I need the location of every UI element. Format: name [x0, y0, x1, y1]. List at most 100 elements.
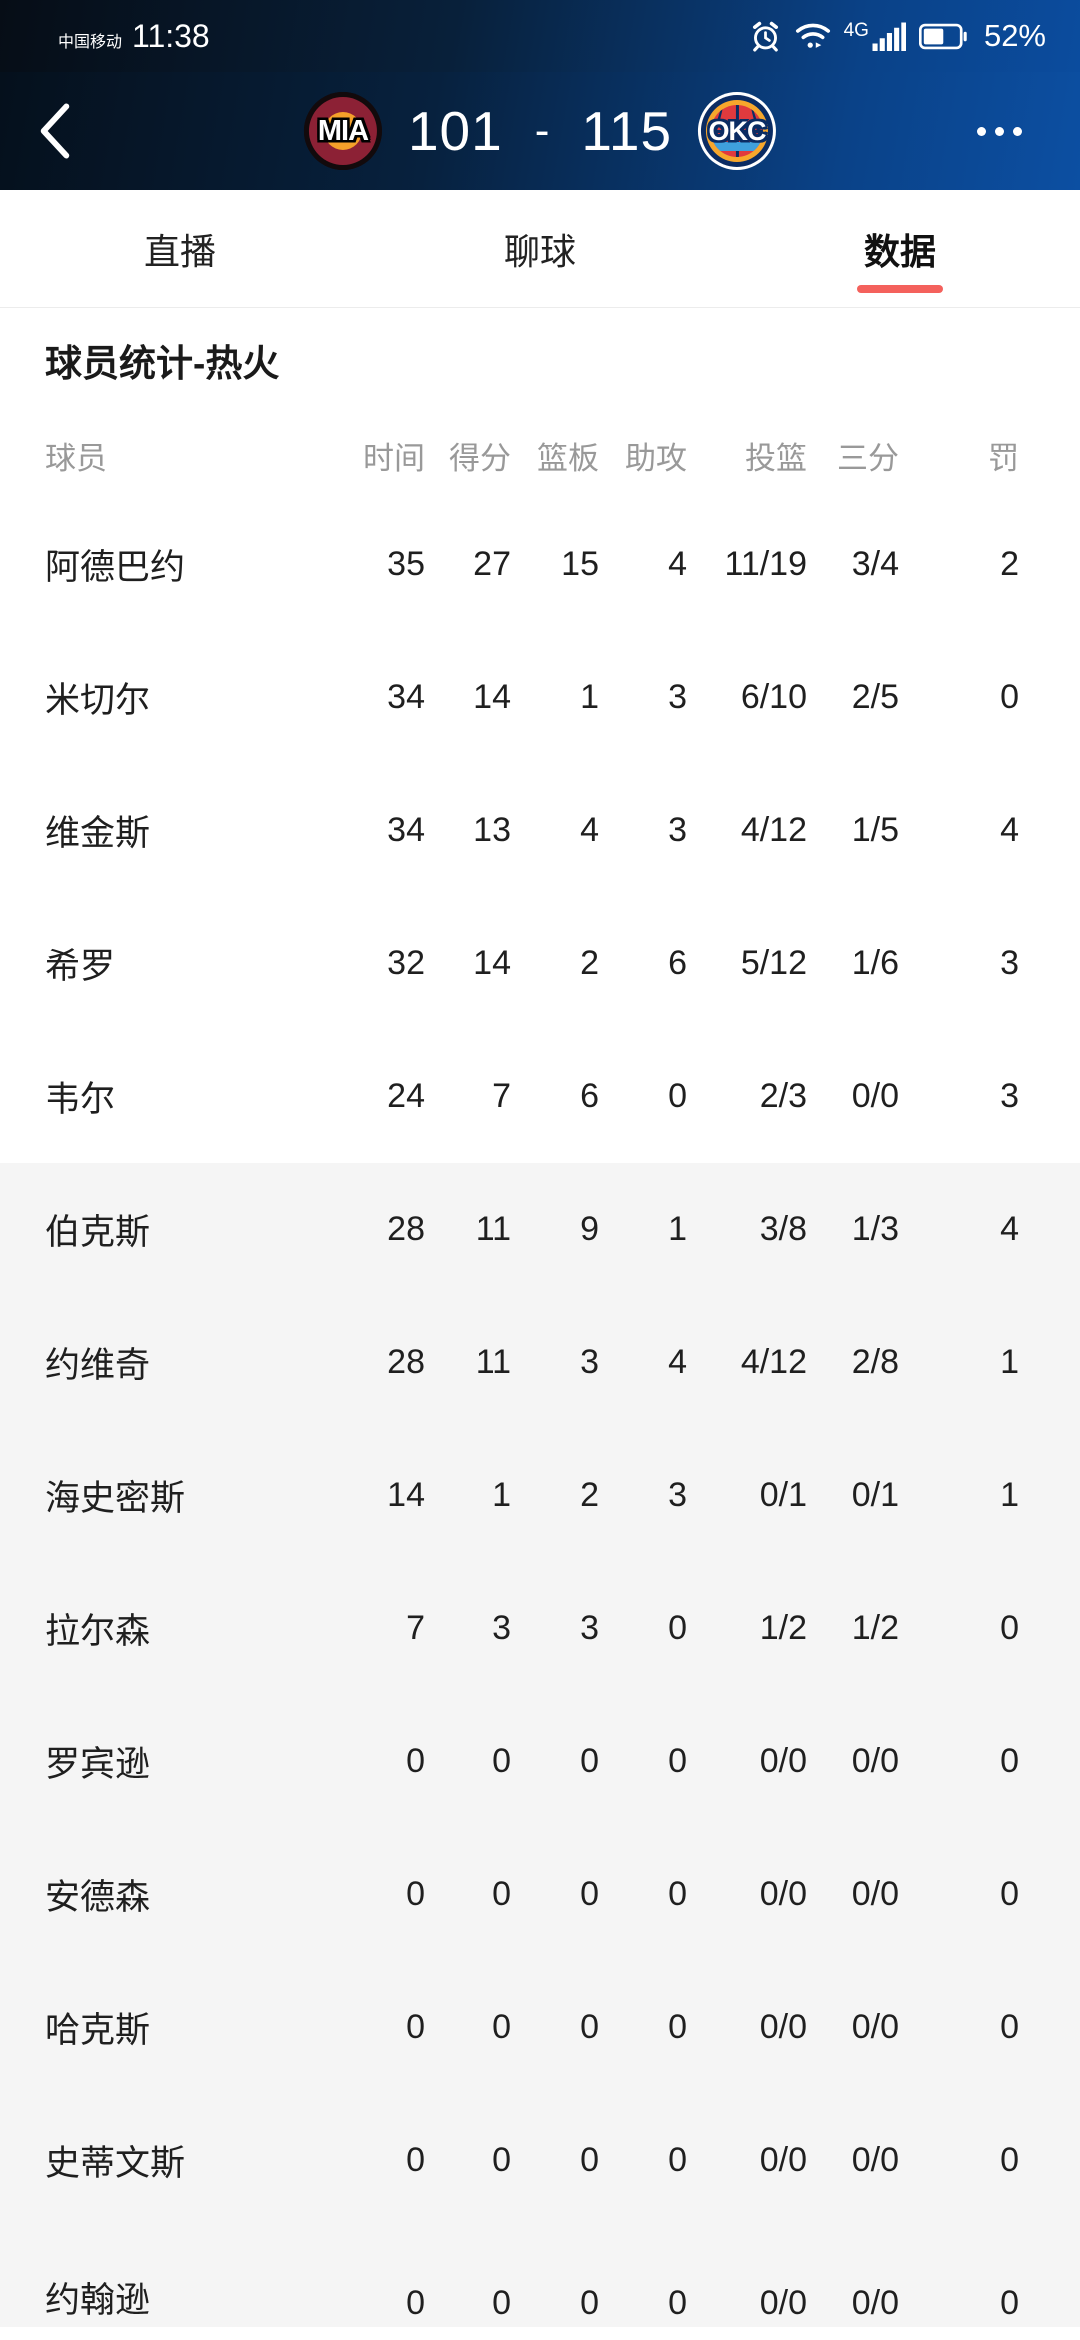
player-points: 0: [492, 2141, 511, 2179]
player-points: 13: [473, 811, 511, 849]
more-options-button[interactable]: [944, 72, 1054, 190]
player-threepointers: 1/3: [851, 1210, 899, 1248]
player-assists: 0: [668, 2008, 687, 2046]
player-assists: 3: [668, 811, 687, 849]
table-row[interactable]: 安德森 0 0 0 0 0/0 0/0 0: [0, 1828, 1080, 1961]
player-freethrows: 0: [1000, 2284, 1019, 2322]
column-header-points: 得分: [449, 440, 511, 476]
player-minutes: 34: [387, 811, 425, 849]
player-freethrows: 3: [1000, 1077, 1019, 1115]
player-threepointers: 1/5: [851, 811, 899, 849]
player-rebounds: 9: [580, 1210, 599, 1248]
alarm-icon: [752, 21, 778, 52]
table-row[interactable]: 阿德巴约 35 27 15 4 11/19 3/4 2: [0, 498, 1080, 631]
player-freethrows: 0: [1000, 2141, 1019, 2179]
column-header-rebounds: 篮板: [537, 440, 599, 476]
player-minutes: 35: [387, 545, 425, 583]
column-header-freethrows: 罚: [988, 440, 1019, 476]
player-rebounds: 0: [580, 2141, 599, 2179]
player-name: 哈克斯: [45, 2011, 151, 2050]
player-freethrows: 0: [1000, 678, 1019, 716]
player-threepointers: 0/0: [851, 1875, 899, 1913]
table-row[interactable]: 史蒂文斯 0 0 0 0 0/0 0/0 0: [0, 2094, 1080, 2227]
player-name: 米切尔: [45, 681, 151, 720]
player-minutes: 0: [406, 2284, 425, 2322]
player-assists: 1: [668, 1210, 687, 1248]
table-row[interactable]: 海史密斯 14 1 2 3 0/1 0/1 1: [0, 1429, 1080, 1562]
player-threepointers: 1/2: [851, 1609, 899, 1647]
player-fieldgoals: 0/0: [759, 2008, 807, 2046]
table-row[interactable]: 约翰逊 0 0 0 0 0/0 0/0 0: [0, 2227, 1080, 2327]
scoreboard: MIA 101 - 115 OKC: [303, 92, 777, 170]
status-bar: 中国移动 11:38 4G: [0, 0, 1080, 72]
chevron-left-icon: [40, 103, 70, 159]
more-horizontal-icon: [994, 126, 1004, 136]
table-row[interactable]: 韦尔 24 7 6 0 2/3 0/0 3: [0, 1030, 1080, 1163]
player-freethrows: 2: [1000, 545, 1019, 583]
player-fieldgoals: 4/12: [740, 1343, 807, 1381]
player-name: 阿德巴约: [45, 548, 186, 587]
okc-seam-horizontal: [711, 129, 764, 133]
away-team-logo[interactable]: OKC: [698, 92, 777, 170]
home-score: 101: [407, 100, 503, 162]
tab-chat[interactable]: 聊球: [360, 190, 720, 307]
section-title: 球员统计-热火: [0, 308, 1080, 412]
player-name: 拉尔森: [45, 1612, 151, 1651]
player-points: 0: [492, 1742, 511, 1780]
player-points: 14: [473, 944, 511, 982]
player-fieldgoals: 4/12: [740, 811, 807, 849]
home-team-logo[interactable]: MIA: [303, 92, 382, 170]
player-points: 0: [492, 1875, 511, 1913]
battery-percent-label: 52%: [983, 18, 1046, 53]
player-minutes: 14: [387, 1476, 425, 1514]
player-minutes: 24: [387, 1077, 425, 1115]
table-row[interactable]: 伯克斯 28 11 9 1 3/8 1/3 4: [0, 1163, 1080, 1296]
player-name: 韦尔: [45, 1080, 116, 1119]
column-header-fieldgoals: 投篮: [745, 440, 807, 476]
player-freethrows: 1: [1000, 1476, 1019, 1514]
player-assists: 0: [668, 2284, 687, 2322]
player-rebounds: 15: [561, 545, 599, 583]
table-row[interactable]: 米切尔 34 14 1 3 6/10 2/5 0: [0, 631, 1080, 764]
player-stats-table: 球员 时间 得分 篮板 助攻 投篮 三分 罚 阿德巴约 35 27 15 4 1…: [0, 412, 1080, 2327]
player-threepointers: 0/0: [851, 1742, 899, 1780]
table-row[interactable]: 维金斯 34 13 4 3 4/12 1/5 4: [0, 764, 1080, 897]
table-row[interactable]: 拉尔森 7 3 3 0 1/2 1/2 0: [0, 1562, 1080, 1695]
player-threepointers: 0/0: [851, 2008, 899, 2046]
status-bar-left: 中国移动 11:38: [58, 18, 210, 55]
more-horizontal-icon: [1012, 126, 1022, 136]
player-fieldgoals: 3/8: [759, 1210, 807, 1248]
player-rebounds: 2: [580, 944, 599, 982]
player-assists: 0: [668, 1609, 687, 1647]
okc-logo-basketball: [711, 105, 764, 157]
tab-stats-label: 数据: [863, 230, 936, 272]
player-rebounds: 3: [580, 1609, 599, 1647]
player-threepointers: 0/0: [851, 1077, 899, 1115]
player-freethrows: 1: [1000, 1343, 1019, 1381]
player-rebounds: 3: [580, 1343, 599, 1381]
player-rebounds: 0: [580, 1875, 599, 1913]
player-rebounds: 0: [580, 2008, 599, 2046]
table-row[interactable]: 约维奇 28 11 3 4 4/12 2/8 1: [0, 1296, 1080, 1429]
player-fieldgoals: 0/1: [759, 1476, 807, 1514]
player-points: 11: [475, 1210, 511, 1248]
player-name: 罗宾逊: [45, 1745, 151, 1784]
table-row[interactable]: 希罗 32 14 2 6 5/12 1/6 3: [0, 897, 1080, 1030]
status-bar-clock: 11:38: [132, 17, 210, 54]
player-minutes: 0: [406, 1875, 425, 1913]
player-points: 0: [492, 2284, 511, 2322]
wifi-icon: [795, 23, 830, 48]
player-rebounds: 4: [580, 811, 599, 849]
score-separator: -: [534, 106, 550, 155]
player-threepointers: 3/4: [851, 545, 899, 583]
player-freethrows: 0: [1000, 1875, 1019, 1913]
player-points: 0: [492, 2008, 511, 2046]
column-header-player: 球员: [45, 440, 107, 476]
back-button[interactable]: [0, 72, 110, 190]
tab-live[interactable]: 直播: [0, 190, 360, 307]
player-minutes: 7: [406, 1609, 425, 1647]
tab-stats[interactable]: 数据: [720, 190, 1080, 307]
table-row[interactable]: 罗宾逊 0 0 0 0 0/0 0/0 0: [0, 1695, 1080, 1828]
carrier-label: 中国移动: [58, 33, 123, 51]
table-row[interactable]: 哈克斯 0 0 0 0 0/0 0/0 0: [0, 1961, 1080, 2094]
